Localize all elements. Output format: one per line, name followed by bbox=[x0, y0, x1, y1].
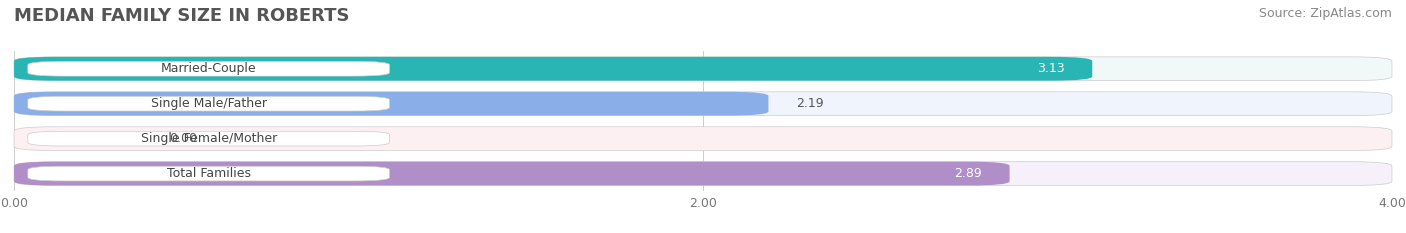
Text: Source: ZipAtlas.com: Source: ZipAtlas.com bbox=[1258, 7, 1392, 20]
FancyBboxPatch shape bbox=[28, 166, 389, 181]
FancyBboxPatch shape bbox=[14, 57, 1392, 81]
Text: Single Female/Mother: Single Female/Mother bbox=[141, 132, 277, 145]
Text: 2.19: 2.19 bbox=[796, 97, 824, 110]
FancyBboxPatch shape bbox=[14, 57, 1092, 81]
Text: Married-Couple: Married-Couple bbox=[160, 62, 256, 75]
FancyBboxPatch shape bbox=[28, 96, 389, 111]
FancyBboxPatch shape bbox=[14, 162, 1392, 185]
Text: 0.00: 0.00 bbox=[169, 132, 197, 145]
FancyBboxPatch shape bbox=[14, 162, 1010, 185]
Text: Total Families: Total Families bbox=[167, 167, 250, 180]
Text: MEDIAN FAMILY SIZE IN ROBERTS: MEDIAN FAMILY SIZE IN ROBERTS bbox=[14, 7, 350, 25]
Text: 2.89: 2.89 bbox=[955, 167, 981, 180]
FancyBboxPatch shape bbox=[14, 127, 1392, 151]
FancyBboxPatch shape bbox=[28, 61, 389, 76]
Text: Single Male/Father: Single Male/Father bbox=[150, 97, 267, 110]
FancyBboxPatch shape bbox=[14, 92, 769, 116]
FancyBboxPatch shape bbox=[14, 92, 1392, 116]
Text: 3.13: 3.13 bbox=[1038, 62, 1064, 75]
FancyBboxPatch shape bbox=[28, 131, 389, 146]
